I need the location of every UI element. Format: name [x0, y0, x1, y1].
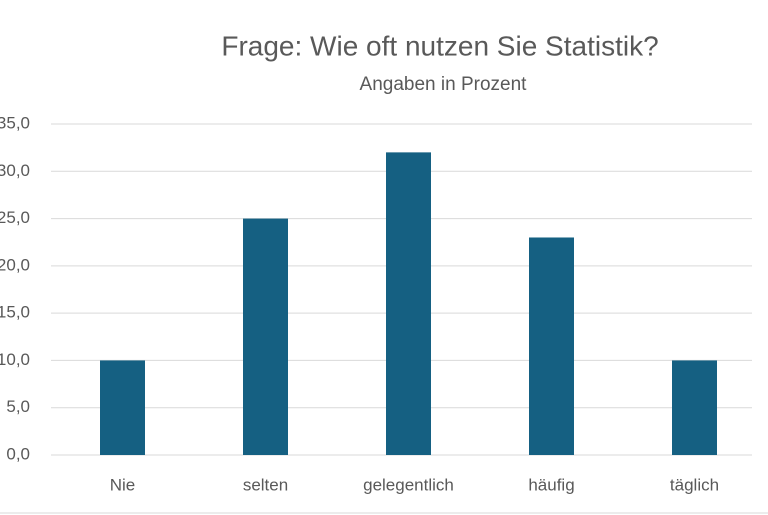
- y-tick-label: 30,0: [0, 161, 30, 180]
- bar: [529, 237, 574, 455]
- bar: [386, 152, 431, 455]
- y-tick-label: 20,0: [0, 255, 30, 274]
- x-tick-label: täglich: [670, 475, 719, 494]
- y-tick-label: 10,0: [0, 350, 30, 369]
- y-tick-label: 5,0: [6, 397, 30, 416]
- x-tick-label: Nie: [110, 475, 136, 494]
- x-tick-label: gelegentlich: [363, 475, 454, 494]
- y-tick-label: 15,0: [0, 303, 30, 322]
- bar: [243, 218, 288, 455]
- x-tick-label: selten: [243, 475, 288, 494]
- y-tick-label: 35,0: [0, 113, 30, 132]
- chart-title: Frage: Wie oft nutzen Sie Statistik?: [221, 30, 658, 61]
- bar: [672, 360, 717, 455]
- x-tick-label: häufig: [528, 475, 574, 494]
- y-tick-label: 0,0: [6, 444, 30, 463]
- bar: [100, 360, 145, 455]
- chart-subtitle: Angaben in Prozent: [360, 74, 528, 95]
- y-tick-label: 25,0: [0, 208, 30, 227]
